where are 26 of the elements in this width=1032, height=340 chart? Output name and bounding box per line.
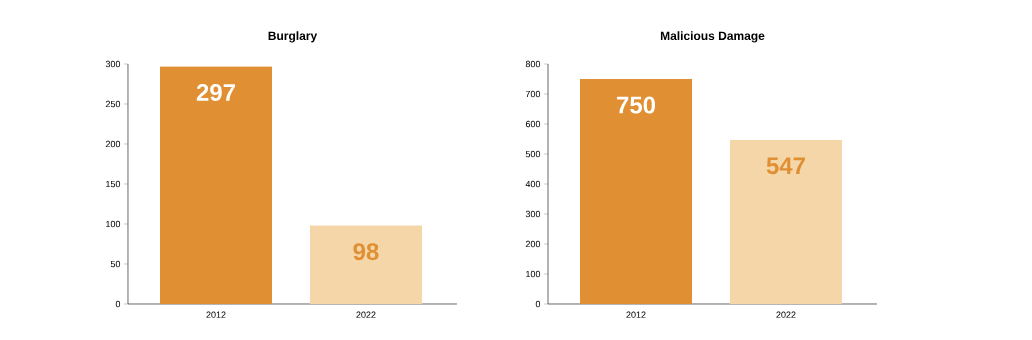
y-tick-label: 0: [115, 300, 121, 308]
data-label: 547: [766, 157, 805, 175]
y-tick-label: 100: [106, 220, 121, 228]
y-tick-label: 300: [525, 210, 541, 218]
x-tick-label: 2012: [206, 311, 226, 318]
y-tick-label: 700: [525, 90, 541, 98]
y-tick-label: 200: [525, 240, 541, 248]
x-tick-label: 2022: [356, 311, 376, 318]
y-tick-label: 250: [105, 100, 121, 108]
y-tick-label: 150: [106, 180, 121, 188]
x-tick-label: 2022: [776, 311, 796, 318]
data-label: 98: [353, 243, 379, 261]
y-tick-label: 600: [525, 120, 541, 128]
y-tick-label: 500: [525, 150, 541, 158]
data-label: 297: [196, 83, 235, 101]
y-tick-label: 100: [526, 270, 541, 278]
y-tick-label: 800: [525, 60, 541, 68]
y-tick-label: 400: [525, 180, 541, 188]
y-tick-label: 50: [110, 260, 121, 268]
x-tick-label: 2012: [626, 311, 646, 318]
chart-title: Malicious Damage: [660, 31, 765, 43]
y-tick-label: 0: [535, 300, 541, 308]
y-tick-label: 300: [105, 60, 121, 68]
chart-title: Burglary: [268, 31, 318, 43]
data-label: 750: [617, 96, 656, 114]
y-tick-label: 200: [105, 140, 121, 148]
